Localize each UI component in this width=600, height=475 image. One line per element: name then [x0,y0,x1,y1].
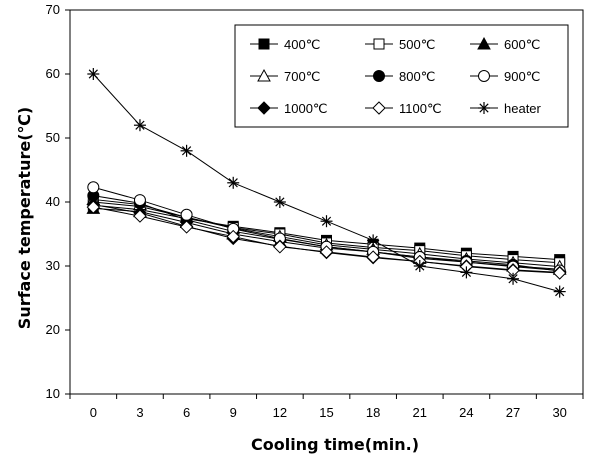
data-point [133,119,146,132]
y-axis-label: Surface temperature(℃) [15,107,34,329]
y-tick-label: 30 [46,258,60,273]
data-point [227,176,240,189]
legend-label: heater [504,101,542,116]
legend-marker [257,68,271,82]
data-point [179,220,194,234]
x-tick-label: 12 [273,405,287,420]
y-tick-label: 10 [46,386,60,401]
data-point [226,229,240,244]
y-tick-label: 50 [46,130,60,145]
legend-marker [373,38,385,50]
data-point [319,245,334,259]
legend-box [234,24,569,128]
legend: 400℃ 500℃ 600℃ 700℃ 800℃ 900℃ 1000℃ 1100℃ heater [234,24,569,128]
x-tick-label: 21 [413,405,427,420]
data-point [180,144,193,157]
plot-area: 10 20 30 40 50 60 70 0 3 6 9 12 15 18 21 24 27 30 [46,2,584,420]
legend-label: 900℃ [504,69,540,84]
x-tick-label: 0 [90,405,97,420]
legend-label: 1000℃ [284,101,328,116]
legend-marker [258,38,270,50]
y-tick-label: 60 [46,66,60,81]
legend-marker [478,102,490,114]
legend-marker [257,101,271,115]
data-point [413,260,426,272]
legend-label: 700℃ [284,69,320,84]
legend-label: 600℃ [504,37,540,52]
data-point [273,196,286,208]
data-point [507,272,520,285]
y-tick-label: 40 [46,194,60,209]
x-tick-label: 18 [366,405,380,420]
legend-label: 800℃ [399,69,435,84]
data-point [87,181,100,194]
legend-label: 400℃ [284,37,320,52]
data-point [86,200,101,214]
x-tick-label: 9 [230,405,237,420]
y-tick-label: 20 [46,322,60,337]
data-point [366,250,380,264]
legend-marker [373,70,385,82]
data-point [133,209,147,223]
legend-label: 500℃ [399,37,435,52]
x-tick-label: 30 [552,405,566,420]
x-axis-label: Cooling time(min.) [251,435,419,454]
data-point [553,285,566,298]
x-tick-label: 24 [459,405,473,420]
x-tick-label: 27 [506,405,520,420]
data-point [460,266,473,279]
y-tick-label: 70 [46,2,60,17]
data-point [552,266,567,280]
x-tick-label: 3 [136,405,143,420]
legend-label: 1100℃ [399,101,442,116]
legend-marker [477,36,491,50]
x-tick-label: 15 [319,405,333,420]
data-point [180,208,193,221]
data-point [133,194,146,207]
data-point [320,215,333,228]
legend-marker [478,70,490,82]
x-tick-label: 6 [183,405,190,420]
data-point [367,234,380,247]
data-point [273,240,287,254]
legend-marker [372,101,386,115]
data-point [87,68,100,80]
